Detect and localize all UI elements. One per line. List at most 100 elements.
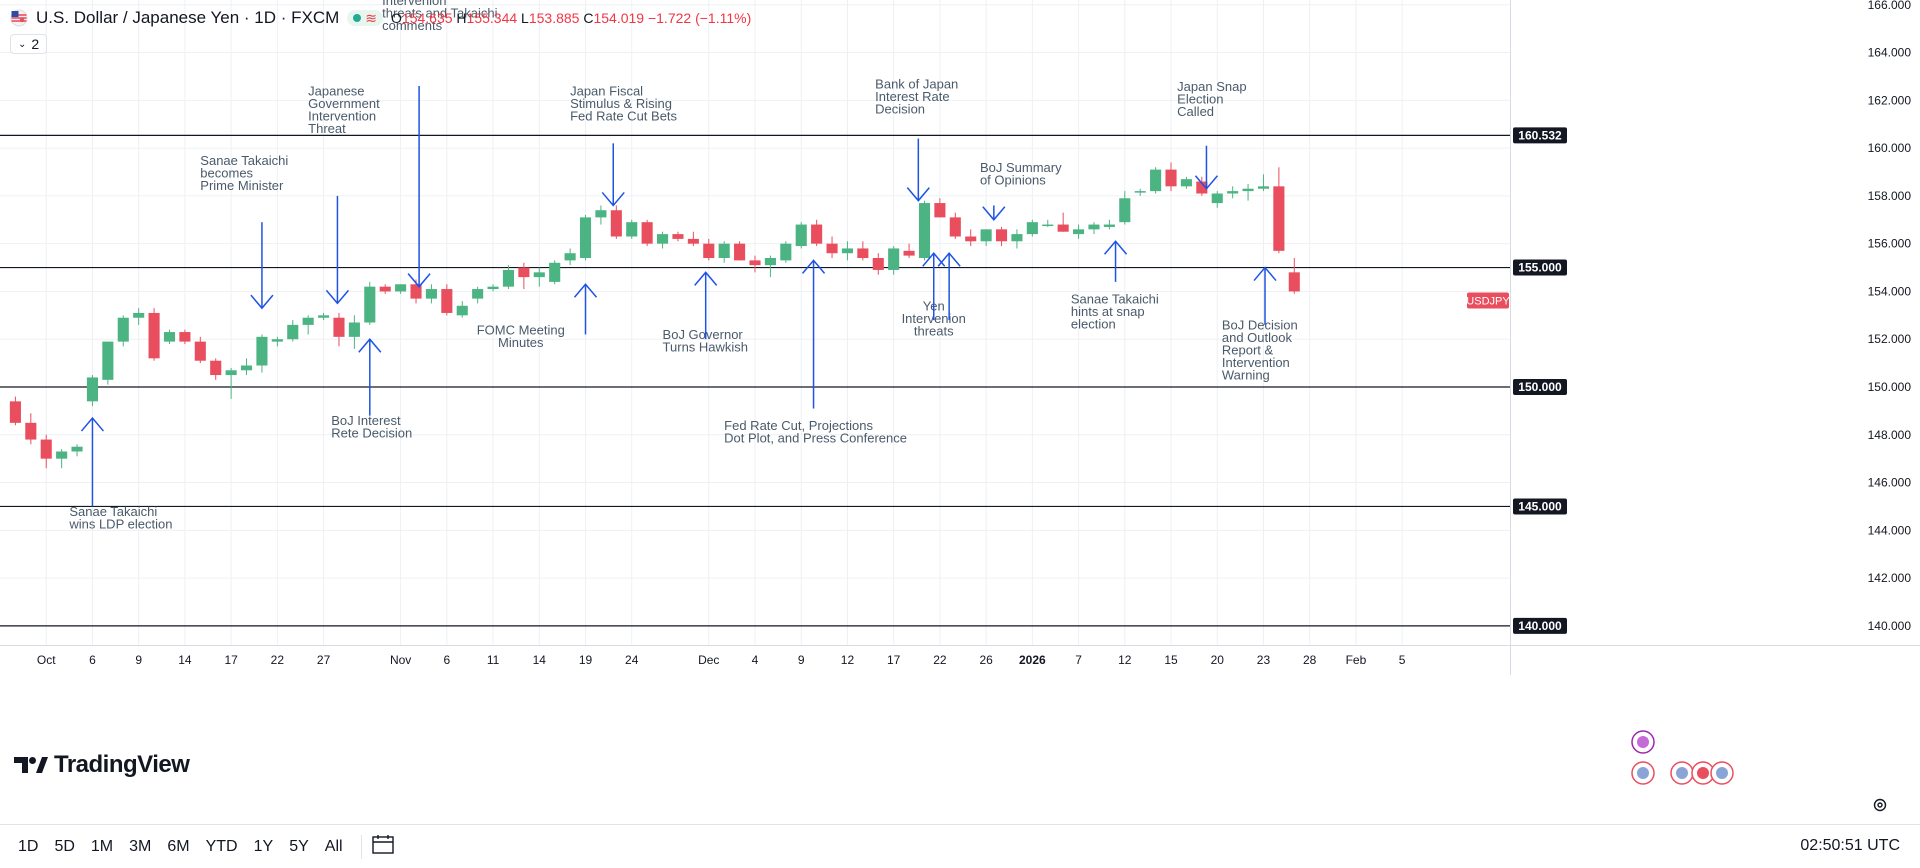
economic-event-flag-icon[interactable] xyxy=(1670,761,1694,785)
ann-intervention-threats-arrow-head xyxy=(407,273,431,288)
candle xyxy=(579,217,592,258)
time-tick-label: 9 xyxy=(798,653,805,667)
candle xyxy=(703,243,715,258)
candle xyxy=(364,286,376,323)
candle xyxy=(795,224,807,247)
symbol-tag xyxy=(1467,292,1509,309)
candle xyxy=(25,422,37,440)
range-5d[interactable]: 5D xyxy=(54,837,75,855)
range-ytd[interactable]: YTD xyxy=(205,837,238,855)
ohlc-open: 154.635 xyxy=(401,10,453,26)
candle xyxy=(995,229,1008,242)
ann-boj-hawkish-label: BoJ Governor xyxy=(663,327,744,342)
candle xyxy=(1134,191,1146,193)
ohlc-low: 153.885 xyxy=(528,10,580,26)
candle xyxy=(965,236,977,242)
time-tick-label: 12 xyxy=(1118,653,1132,667)
ann-boj-rete-label: BoJ Interest xyxy=(331,413,401,428)
ann-snap-called-label: Called xyxy=(1177,104,1214,119)
price-tick-label: 152.000 xyxy=(1868,332,1912,346)
ann-jgov-threat-arrow-head xyxy=(325,289,350,305)
candle xyxy=(841,248,853,254)
range-3m[interactable]: 3M xyxy=(129,837,152,855)
candle xyxy=(472,289,484,299)
range-all[interactable]: All xyxy=(324,837,343,855)
candle xyxy=(857,248,869,258)
time-tick-label: 12 xyxy=(841,653,855,667)
ann-jgov-threat-label: Intervention xyxy=(308,109,376,124)
price-tick-label: 164.000 xyxy=(1868,46,1912,60)
chevron-down-icon: ⌄ xyxy=(18,38,27,50)
candle xyxy=(1288,272,1300,292)
range-1y[interactable]: 1Y xyxy=(253,837,274,855)
time-tick-label: 26 xyxy=(979,653,993,667)
economic-event-flag-icon[interactable] xyxy=(1631,761,1655,785)
candle xyxy=(441,289,453,313)
candle xyxy=(549,262,561,282)
ann-boj-summary-arrow-head xyxy=(982,206,1006,221)
ann-sanae-pm-arrow-head xyxy=(250,294,274,310)
level-price-label: 155.000 xyxy=(1518,261,1562,275)
candle xyxy=(1211,193,1223,204)
ann-boj-rate-decision-label: Decision xyxy=(875,101,925,116)
candle xyxy=(133,312,145,318)
level-price-tag xyxy=(1513,127,1567,144)
ann-yen-intervention-arrow-head xyxy=(937,252,961,267)
ann-fomc-minutes-label: Minutes xyxy=(498,335,544,350)
ann-boj-hawkish-label: Turns Hawkish xyxy=(663,340,748,355)
time-tick-label: 7 xyxy=(1075,653,1082,667)
candle xyxy=(487,286,499,290)
ann-fed-cut-label: Dot Plot, and Press Conference xyxy=(724,431,907,446)
price-tick-label: 142.000 xyxy=(1868,571,1912,585)
candle xyxy=(302,317,314,325)
range-5y[interactable]: 5Y xyxy=(289,837,309,855)
earnings-event-icon[interactable] xyxy=(1631,730,1655,754)
range-1d[interactable]: 1D xyxy=(18,837,39,855)
candle xyxy=(210,360,222,376)
level-price-label: 150.000 xyxy=(1518,380,1562,394)
candle xyxy=(1103,224,1115,227)
time-tick-label: Nov xyxy=(390,653,411,667)
candle xyxy=(379,286,391,292)
calendar-icon[interactable] xyxy=(371,834,394,859)
candle xyxy=(564,253,576,261)
settings-gear-icon[interactable] xyxy=(1872,797,1888,813)
price-tick-label: 144.000 xyxy=(1868,523,1912,537)
candle xyxy=(456,305,468,316)
candle xyxy=(194,341,206,361)
symbol-title[interactable]: U.S. Dollar / Japanese Yen · 1D · FXCM xyxy=(36,8,340,27)
price-tick-label: 158.000 xyxy=(1868,189,1912,203)
economic-event-flag-icon[interactable] xyxy=(1691,761,1715,785)
ann-jgov-threat-label: Government xyxy=(308,96,380,111)
candle xyxy=(610,210,622,237)
ann-boj-outlook-label: and Outlook xyxy=(1222,330,1293,345)
time-tick-label: Dec xyxy=(698,653,719,667)
time-tick-label: 14 xyxy=(178,653,192,667)
tradingview-logo[interactable]: TradingView xyxy=(14,751,190,779)
level-price-label: 145.000 xyxy=(1518,499,1562,513)
level-price-tag xyxy=(1513,498,1567,515)
candle xyxy=(318,315,330,318)
time-tick-label: 17 xyxy=(887,653,901,667)
range-1m[interactable]: 1M xyxy=(90,837,114,855)
ann-boj-summary-label: BoJ Summary xyxy=(980,160,1062,175)
candle xyxy=(872,258,884,270)
ann-sanae-ldp-arrow-head xyxy=(80,416,105,432)
time-tick-label: 27 xyxy=(317,653,331,667)
level-price-tag xyxy=(1513,259,1567,276)
market-status-pill[interactable]: ≋ xyxy=(347,10,384,26)
economic-event-flag-icon[interactable] xyxy=(1710,761,1734,785)
candle xyxy=(1165,169,1177,187)
candle xyxy=(179,332,191,342)
candle xyxy=(687,238,699,244)
candle xyxy=(918,203,931,258)
bottom-toolbar: 1D 5D 1M 3M 6M YTD 1Y 5Y All 02:50:51 UT… xyxy=(0,824,1920,868)
candle xyxy=(826,243,838,254)
range-6m[interactable]: 6M xyxy=(167,837,190,855)
indicators-toggle[interactable]: ⌄ 2 xyxy=(10,34,48,54)
ann-japan-fiscal-label: Fed Rate Cut Bets xyxy=(570,109,677,124)
ann-snap-hints-label: hints at snap xyxy=(1071,304,1145,319)
candle xyxy=(410,284,422,299)
ann-sanae-pm-label: Sanae Takaichi xyxy=(200,153,288,168)
